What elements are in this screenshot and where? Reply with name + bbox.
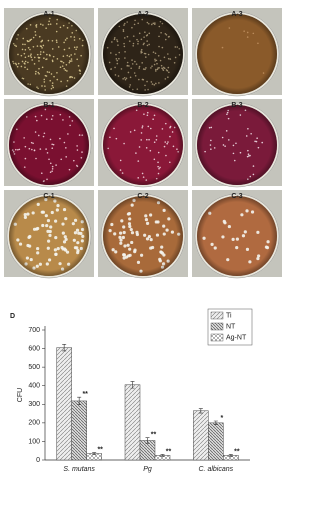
significance: ** [234, 448, 240, 455]
y-tick-label: 400 [28, 383, 40, 390]
panel-letter: D [10, 313, 15, 320]
y-tick-label: 600 [28, 345, 40, 352]
bar [56, 347, 72, 461]
y-tick-label: 300 [28, 401, 40, 408]
panel-label: A-2 [137, 11, 148, 18]
x-tick-label: Pg [143, 466, 152, 473]
panel-label: C-3 [231, 193, 242, 200]
bar [71, 400, 87, 461]
y-axis-label: CFU [17, 388, 24, 402]
y-tick-label: 500 [28, 364, 40, 371]
panel-label: A-3 [231, 11, 242, 18]
error-bar [198, 408, 203, 414]
error-bar [130, 381, 135, 389]
y-tick-label: 0 [36, 457, 40, 464]
dish-rim [9, 105, 89, 185]
dish-rim [197, 105, 277, 185]
error-bar [77, 396, 82, 405]
y-tick-label: 100 [28, 438, 40, 445]
figure: A-1 A-2 A-3 B-1 B-2 B-3 C-1 C-2 C-3 D CFU 0 100 200 3… [4, 8, 282, 473]
significance: ** [151, 432, 157, 439]
legend-swatch [210, 311, 224, 320]
significance: ** [166, 448, 172, 455]
error-bar [62, 344, 67, 352]
dish-rim [103, 14, 183, 94]
x-tick-label: C. albicans [199, 466, 234, 473]
panel-label: B-3 [231, 102, 242, 109]
error-bar [145, 437, 150, 444]
error-bar [160, 454, 165, 457]
dish-rim [197, 14, 277, 94]
significance: ** [82, 391, 88, 398]
y-tick-label: 200 [28, 420, 40, 427]
panel-label: C-1 [43, 193, 54, 200]
bar [193, 410, 209, 461]
legend-label: NT [226, 323, 236, 330]
error-bar [213, 420, 218, 426]
panel-label: B-2 [137, 102, 148, 109]
legend-swatch [210, 333, 224, 342]
panel-label: A-1 [43, 11, 54, 18]
panel-label: B-1 [43, 102, 54, 109]
significance: * [220, 415, 223, 422]
error-bar [228, 454, 233, 457]
dish-rim [103, 105, 183, 185]
error-bar [92, 452, 97, 455]
y-tick-label: 700 [28, 327, 40, 334]
dish-rim [9, 196, 89, 276]
x-tick-label: S. mutans [63, 466, 95, 473]
dish-rim [197, 196, 277, 276]
dish-rim [103, 196, 183, 276]
legend-label: Ag-NT [226, 334, 247, 341]
bar [124, 384, 141, 461]
legend-label: Ti [226, 312, 232, 319]
panel-label: C-2 [137, 193, 148, 200]
legend-swatch [210, 322, 224, 331]
bar [208, 422, 224, 461]
dish-rim [9, 14, 89, 94]
significance: ** [97, 446, 103, 453]
